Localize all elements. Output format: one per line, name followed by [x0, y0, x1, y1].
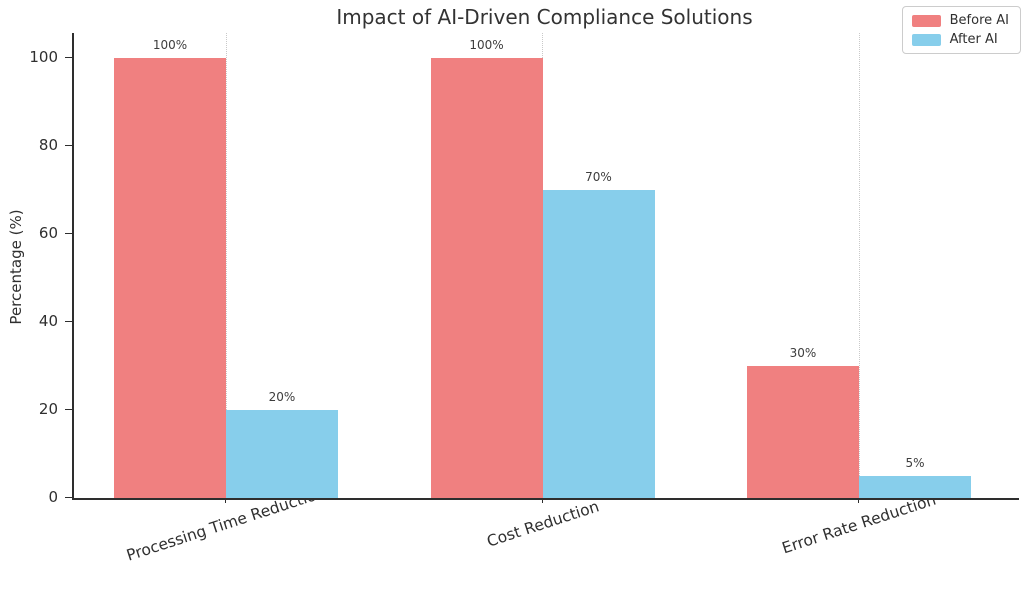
category-gridline [225, 33, 227, 498]
y-tick-mark [65, 57, 73, 58]
x-tick-mark [225, 498, 226, 503]
y-tick-label-80: 80 [38, 136, 58, 154]
x-tick-mark [541, 498, 543, 503]
bar-before-ai-error-rate-reduction [747, 366, 859, 498]
bar-value-label: 5% [905, 456, 925, 470]
plot-area: Processing Time Reduction 100% 20% Cost Red… [29, 33, 1019, 565]
bar-value-label: 20% [268, 390, 296, 404]
y-tick-label-20: 20 [38, 400, 58, 418]
y-tick-label-100: 100 [29, 48, 58, 66]
y-tick-mark [65, 145, 73, 146]
y-tick-mark [65, 321, 73, 322]
legend-entry-after-ai: After AI [911, 32, 1009, 47]
bar-value-label: 30% [789, 346, 817, 360]
y-tick-mark [65, 497, 73, 498]
legend: Before AI After AI [901, 6, 1021, 54]
bar-value-label: 100% [469, 38, 504, 52]
y-tick-mark [65, 409, 73, 410]
y-tick-mark [65, 233, 73, 234]
bar-value-label: 70% [585, 170, 612, 184]
x-tick-mark [858, 498, 859, 503]
after-ai-swatch [911, 33, 941, 46]
bar-after-ai-processing-time-reduction [226, 410, 338, 498]
before-ai-swatch [911, 14, 941, 27]
x-tick-label-cost-reduction: Cost Reduction [484, 497, 601, 551]
x-tick-label-error-rate-reduction: Error Rate Reduction [779, 490, 939, 558]
chart-title: Impact of AI-Driven Compliance Solutions [336, 5, 753, 29]
bar-after-ai-cost-reduction [542, 190, 655, 498]
bar-before-ai-processing-time-reduction [114, 58, 226, 498]
bar-value-label: 100% [152, 38, 188, 52]
y-tick-label-0: 0 [48, 488, 58, 506]
bar-before-ai-cost-reduction [430, 58, 543, 498]
legend-entry-before-ai: Before AI [911, 13, 1009, 28]
legend-label: After AI [949, 32, 998, 47]
y-tick-label-40: 40 [38, 312, 58, 330]
legend-label: Before AI [949, 13, 1009, 28]
y-tick-label-60: 60 [38, 224, 58, 242]
category-gridline [858, 33, 860, 498]
bar-after-ai-error-rate-reduction [859, 476, 971, 498]
